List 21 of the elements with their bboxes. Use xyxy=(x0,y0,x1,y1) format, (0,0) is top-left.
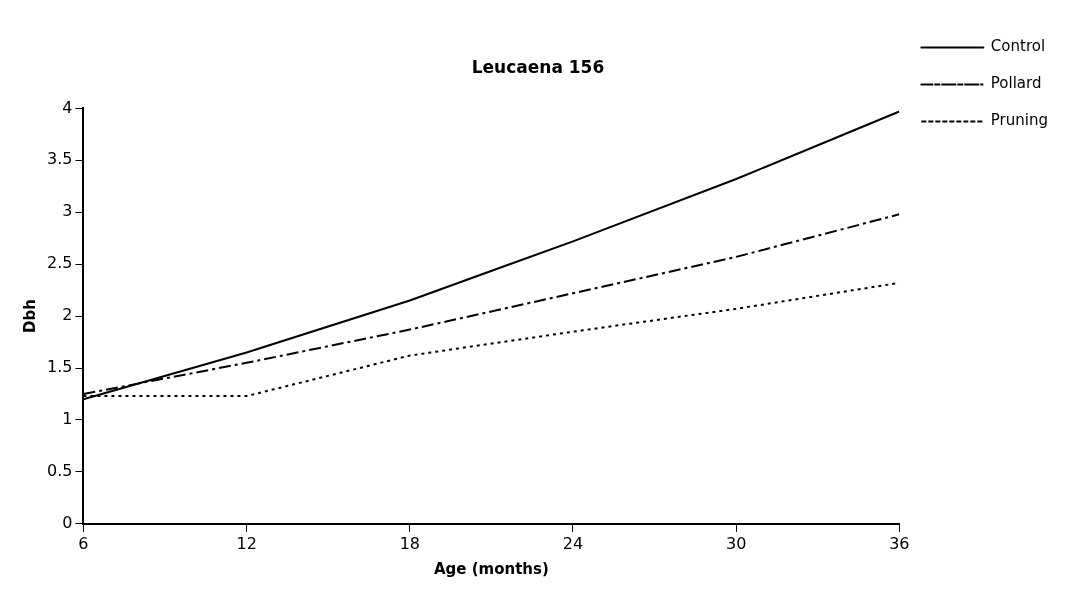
y-tick-label: 2 xyxy=(62,305,73,325)
x-tick-label: 12 xyxy=(236,533,257,553)
legend-label: Control xyxy=(990,37,1046,56)
x-tick-label: 30 xyxy=(725,533,747,553)
y-tick-label: 0.5 xyxy=(46,461,73,481)
y-tick-label: 3 xyxy=(62,201,73,221)
x-axis-title: Age (months) xyxy=(433,559,549,578)
x-tick-label: 6 xyxy=(78,533,89,553)
chart-title: Leucaena 156 xyxy=(471,56,605,77)
legend-label: Pollard xyxy=(990,74,1042,93)
y-axis-title: Dbh xyxy=(20,299,39,334)
x-tick-label: 36 xyxy=(889,533,910,553)
y-tick-label: 2.5 xyxy=(46,253,73,273)
y-tick-label: 0 xyxy=(62,512,73,532)
y-tick-label: 1.5 xyxy=(46,357,73,377)
y-tick-label: 1 xyxy=(62,409,73,429)
y-tick-label: 3.5 xyxy=(46,149,73,169)
legend-label: Pruning xyxy=(990,111,1049,130)
x-tick-label: 18 xyxy=(399,533,420,553)
y-tick-label: 4 xyxy=(62,97,73,117)
x-tick-label: 24 xyxy=(562,533,584,553)
